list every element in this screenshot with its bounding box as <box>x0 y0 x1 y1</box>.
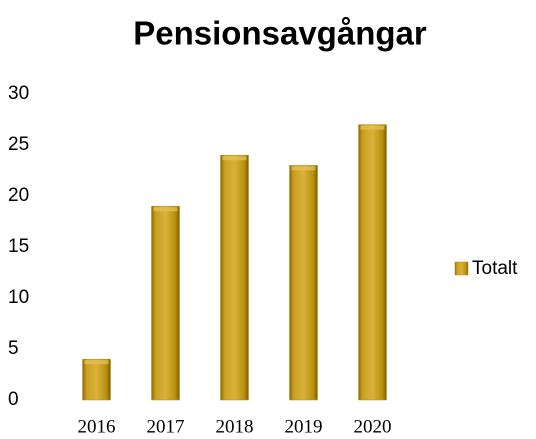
y-tick-label: 20 <box>8 185 29 206</box>
legend-swatch <box>454 261 469 276</box>
bar <box>82 358 111 401</box>
y-tick-label: 5 <box>8 338 19 359</box>
bar-bevel <box>360 125 385 130</box>
x-tick-label: 2019 <box>285 416 323 437</box>
bar-bevel <box>222 156 247 161</box>
y-tick-label: 25 <box>8 134 29 155</box>
x-tick-label: 2018 <box>216 416 254 437</box>
y-tick-label: 0 <box>8 389 19 410</box>
chart-title: Pensionsavgångar <box>133 15 427 52</box>
bar <box>220 154 249 401</box>
x-tick-label: 2016 <box>78 416 116 437</box>
bar-bevel <box>153 207 178 212</box>
bar <box>151 205 180 401</box>
bar <box>358 124 387 401</box>
bar-bevel <box>291 166 316 171</box>
bar <box>289 165 318 401</box>
y-tick-label: 15 <box>8 236 29 257</box>
x-tick-label: 2017 <box>147 416 185 437</box>
x-tick-label: 2020 <box>354 416 392 437</box>
legend-label: Totalt <box>472 258 518 279</box>
y-tick-label: 30 <box>8 83 29 104</box>
y-tick-label: 10 <box>8 287 29 308</box>
bar-bevel <box>84 360 109 365</box>
